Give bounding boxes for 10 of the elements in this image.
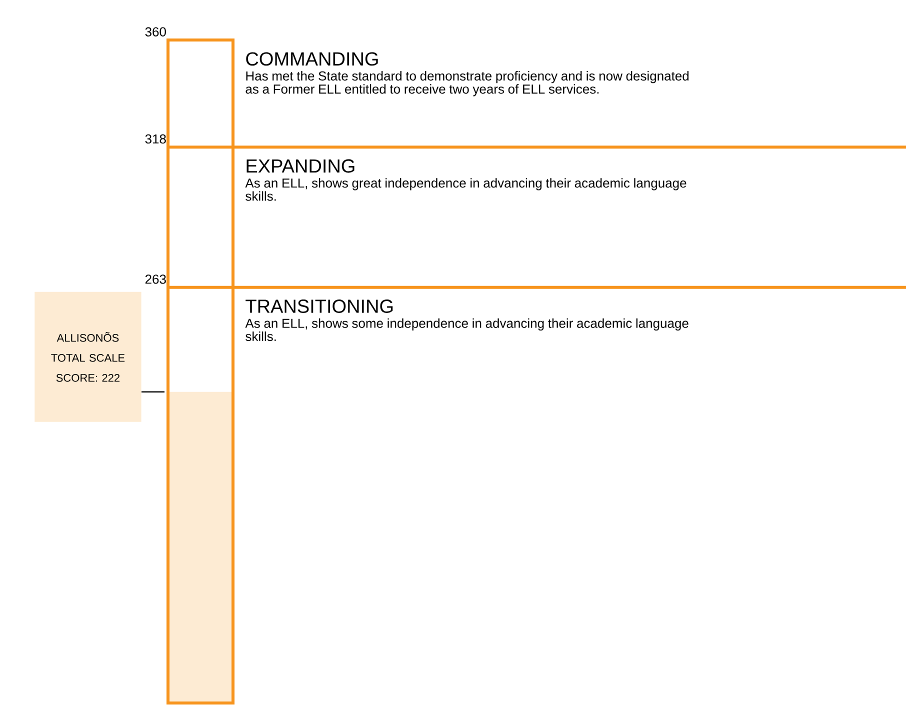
text: As an ELL, shows great independence in advancing their academic language skills. — [245, 178, 686, 201]
text: As an ELL, shows some independence in advancing their academic language skills. — [245, 318, 688, 342]
ref-line-label: TRANSITIONING — [246, 300, 393, 313]
text: COMMANDING — [246, 52, 378, 66]
y-tick-label: 318 — [145, 134, 166, 144]
y-tick-label: 263 — [145, 274, 166, 284]
ref-line-label: EXPANDING — [246, 159, 354, 173]
y-tick-label: 360 — [145, 27, 166, 36]
text: Has met the State standard to demonstrate proficiency and is now designated as a Former ELL entitled to receive two years of ELL services. — [246, 71, 689, 96]
text: ALLISONÕS TOTAL SCALE SCORE: 222 — [51, 332, 125, 382]
